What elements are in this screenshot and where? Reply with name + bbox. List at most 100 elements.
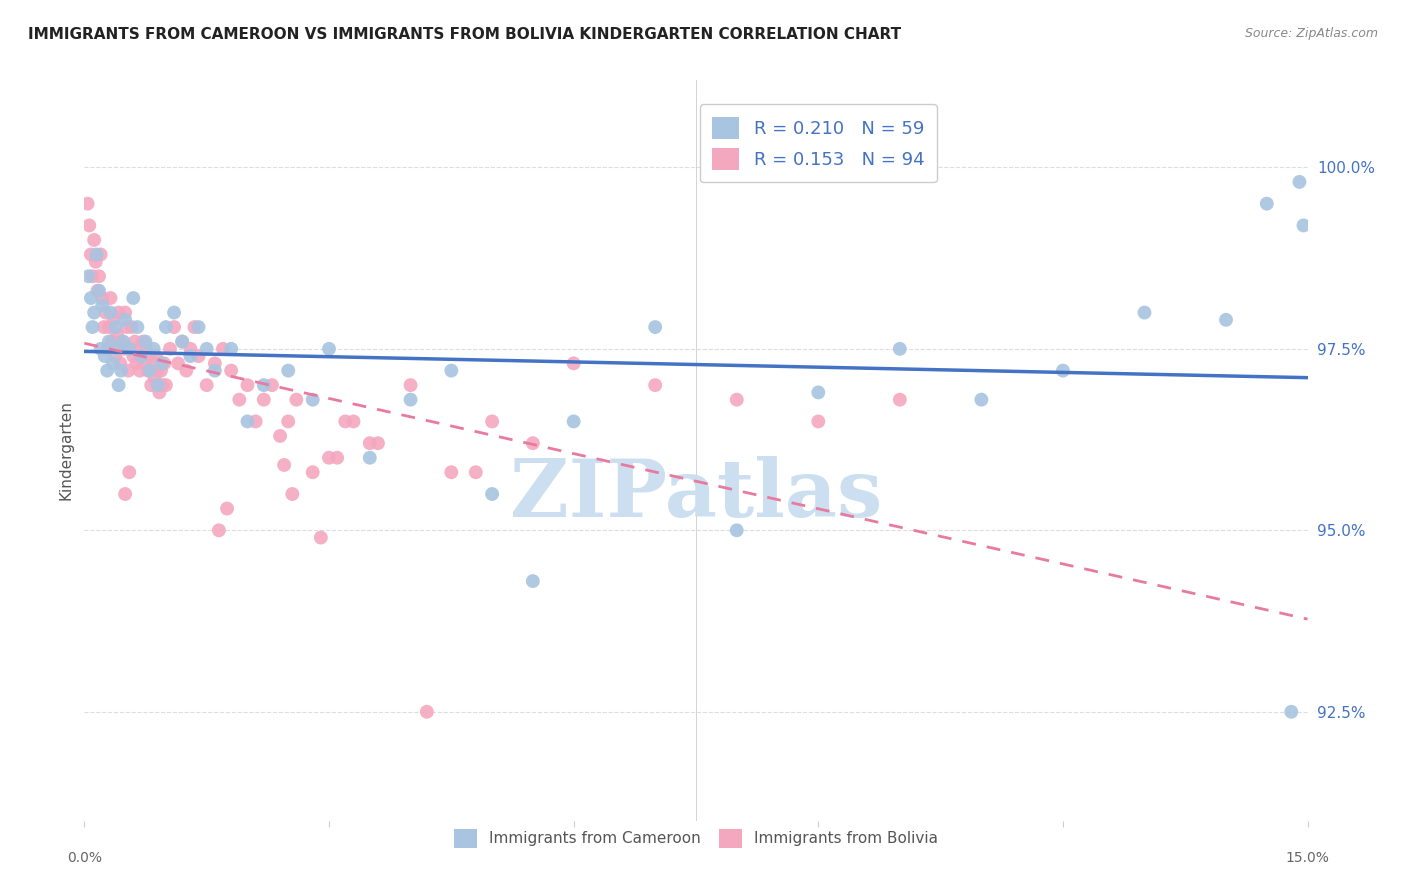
Point	[644, 320, 666, 334]
Point	[1279, 705, 1302, 719]
Point	[342, 414, 364, 428]
Point	[326, 450, 349, 465]
Point	[84, 254, 107, 268]
Point	[82, 269, 104, 284]
Point	[481, 487, 503, 501]
Point	[127, 342, 149, 356]
Point	[155, 378, 177, 392]
Point	[127, 320, 149, 334]
Point	[142, 356, 165, 370]
Text: ZIPatlas: ZIPatlas	[510, 456, 882, 534]
Point	[159, 342, 181, 356]
Point	[318, 342, 340, 356]
Point	[145, 349, 167, 363]
Point	[146, 363, 169, 377]
Point	[179, 349, 201, 363]
Point	[97, 334, 120, 349]
Point	[93, 349, 115, 363]
Point	[101, 356, 124, 370]
Point	[245, 414, 267, 428]
Point	[183, 320, 205, 334]
Point	[121, 320, 143, 334]
Point	[90, 247, 112, 261]
Point	[110, 356, 132, 370]
Point	[204, 356, 226, 370]
Point	[644, 378, 666, 392]
Point	[1292, 219, 1315, 233]
Point	[80, 247, 103, 261]
Point	[163, 305, 186, 319]
Point	[77, 219, 100, 233]
Point	[132, 334, 155, 349]
Point	[208, 524, 231, 538]
Point	[399, 378, 422, 392]
Text: 0.0%: 0.0%	[67, 851, 101, 865]
Point	[195, 378, 218, 392]
Point	[725, 392, 748, 407]
Point	[335, 414, 357, 428]
Point	[725, 524, 748, 538]
Point	[91, 291, 114, 305]
Point	[416, 705, 439, 719]
Point	[281, 487, 304, 501]
Point	[309, 531, 332, 545]
Point	[481, 414, 503, 428]
Point	[138, 349, 160, 363]
Point	[1133, 305, 1156, 319]
Point	[76, 196, 98, 211]
Point	[273, 458, 295, 472]
Point	[1052, 363, 1074, 377]
Point	[807, 385, 830, 400]
Point	[97, 320, 120, 334]
Point	[86, 247, 108, 261]
Point	[87, 269, 110, 284]
Point	[1288, 175, 1310, 189]
Point	[135, 334, 157, 349]
Point	[301, 392, 323, 407]
Point	[440, 465, 463, 479]
Point	[562, 414, 585, 428]
Point	[96, 342, 118, 356]
Point	[82, 320, 104, 334]
Point	[359, 436, 381, 450]
Point	[94, 305, 117, 319]
Point	[807, 414, 830, 428]
Point	[118, 342, 141, 356]
Point	[91, 298, 114, 312]
Point	[143, 371, 166, 385]
Point	[152, 378, 174, 392]
Point	[318, 450, 340, 465]
Point	[117, 363, 139, 377]
Point	[889, 342, 911, 356]
Point	[118, 465, 141, 479]
Point	[172, 334, 194, 349]
Point	[107, 305, 129, 319]
Point	[187, 320, 209, 334]
Point	[134, 356, 156, 370]
Point	[115, 320, 138, 334]
Point	[86, 284, 108, 298]
Point	[124, 334, 146, 349]
Point	[112, 342, 135, 356]
Y-axis label: Kindergarten: Kindergarten	[58, 401, 73, 500]
Point	[285, 392, 308, 407]
Point	[110, 363, 132, 377]
Point	[105, 342, 128, 356]
Point	[260, 378, 283, 392]
Point	[83, 233, 105, 247]
Point	[172, 334, 194, 349]
Point	[142, 342, 165, 356]
Point	[1215, 313, 1237, 327]
Point	[107, 378, 129, 392]
Point	[118, 342, 141, 356]
Point	[217, 501, 239, 516]
Point	[93, 320, 115, 334]
Point	[122, 291, 145, 305]
Point	[125, 356, 148, 370]
Point	[83, 305, 105, 319]
Point	[141, 378, 163, 392]
Point	[440, 363, 463, 377]
Point	[105, 327, 128, 342]
Text: 15.0%: 15.0%	[1285, 851, 1330, 865]
Point	[128, 363, 150, 377]
